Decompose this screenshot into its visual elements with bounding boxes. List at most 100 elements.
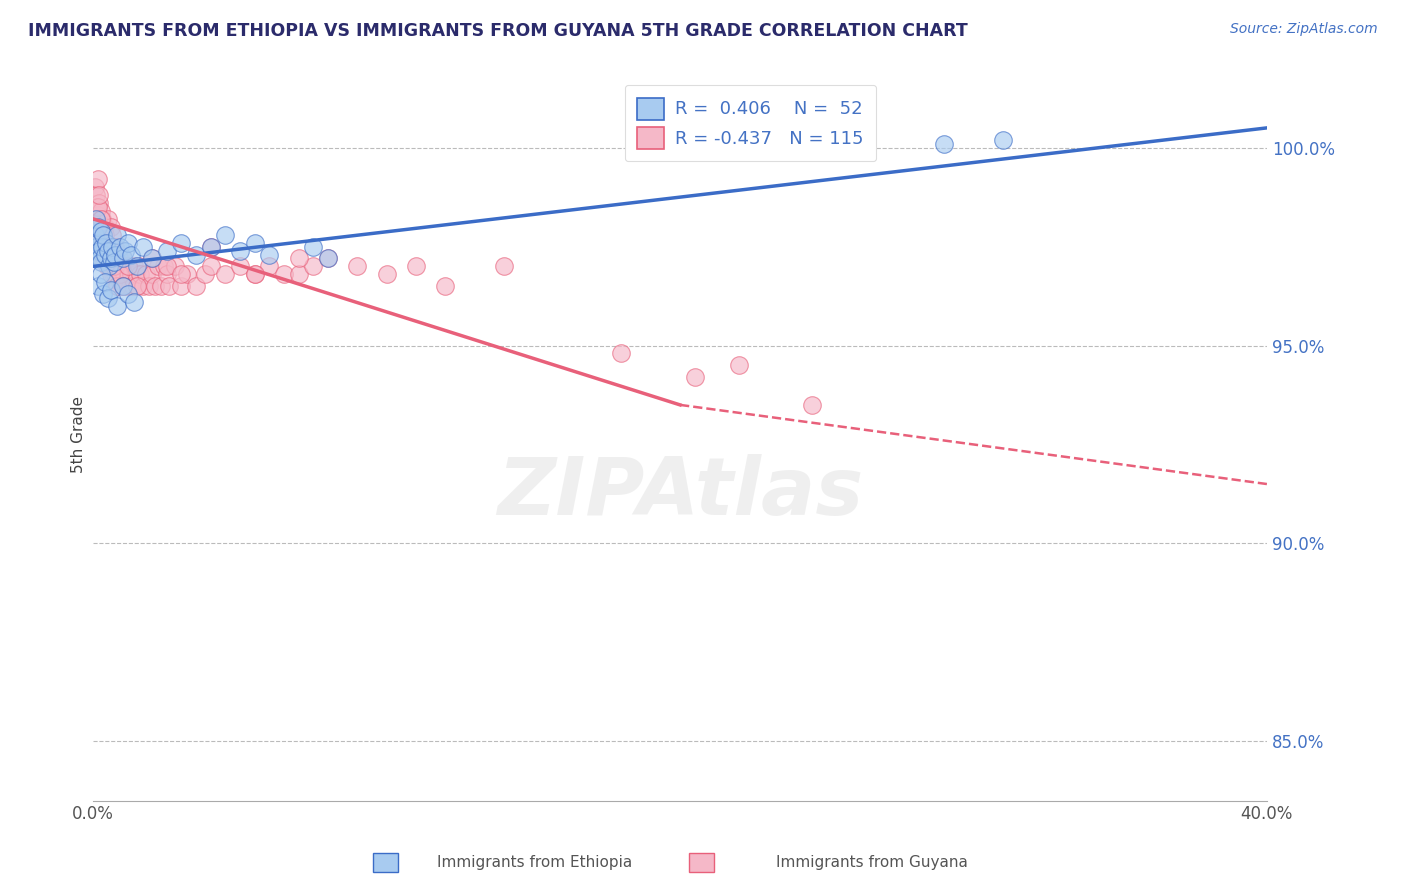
Point: [170, 235, 193, 250]
Point: [108, 239, 131, 253]
Point: [101, 227, 124, 242]
Point: [257, 247, 280, 261]
Point: [103, 260, 125, 274]
Point: [302, 239, 325, 253]
Point: [89, 268, 111, 282]
Point: [991, 133, 1014, 147]
Point: [86, 172, 108, 186]
Point: [89, 204, 111, 219]
Point: [97, 291, 120, 305]
Point: [108, 260, 131, 274]
Point: [122, 260, 145, 274]
Point: [184, 247, 207, 261]
Point: [84, 239, 107, 253]
Point: [143, 279, 166, 293]
Point: [87, 196, 110, 211]
Point: [117, 235, 139, 250]
Point: [100, 252, 122, 266]
Point: [98, 260, 121, 274]
Point: [89, 211, 111, 226]
Point: [152, 260, 174, 274]
Point: [200, 260, 222, 274]
Point: [98, 260, 121, 274]
Point: [93, 227, 115, 242]
Point: [112, 268, 135, 282]
Point: [149, 279, 172, 293]
Point: [108, 252, 131, 266]
Point: [273, 268, 295, 282]
Point: [108, 268, 131, 282]
Point: [176, 268, 198, 282]
Point: [105, 227, 128, 242]
Point: [114, 279, 136, 293]
Point: [122, 295, 145, 310]
Point: [146, 260, 169, 274]
Point: [105, 260, 128, 274]
Point: [84, 188, 107, 202]
Point: [683, 370, 706, 384]
Point: [111, 279, 134, 293]
Point: [94, 247, 117, 261]
Point: [91, 252, 114, 266]
Point: [100, 283, 122, 297]
Point: [141, 268, 163, 282]
Point: [118, 279, 141, 293]
Point: [127, 279, 149, 293]
Point: [83, 227, 105, 242]
Point: [101, 239, 124, 253]
Point: [105, 299, 128, 313]
Point: [405, 260, 427, 274]
Point: [107, 263, 129, 277]
Point: [128, 260, 150, 274]
Point: [302, 260, 325, 274]
Point: [86, 211, 108, 226]
Point: [110, 268, 132, 282]
Point: [155, 268, 177, 282]
Text: Source: ZipAtlas.com: Source: ZipAtlas.com: [1230, 22, 1378, 37]
Point: [346, 260, 368, 274]
Point: [159, 279, 181, 293]
Point: [117, 268, 139, 282]
Point: [287, 268, 309, 282]
Point: [103, 255, 125, 269]
Point: [104, 239, 127, 253]
Point: [111, 252, 134, 266]
Text: Immigrants from Ethiopia: Immigrants from Ethiopia: [437, 855, 631, 870]
Point: [214, 268, 236, 282]
Point: [132, 279, 155, 293]
Point: [108, 275, 131, 289]
Point: [316, 252, 339, 266]
Point: [86, 247, 108, 261]
Point: [101, 268, 124, 282]
Point: [98, 252, 121, 266]
Point: [98, 244, 121, 258]
Point: [121, 279, 143, 293]
Point: [101, 252, 124, 266]
Point: [243, 268, 266, 282]
Legend: R =  0.406    N =  52, R = -0.437   N = 115: R = 0.406 N = 52, R = -0.437 N = 115: [624, 85, 876, 161]
Point: [316, 252, 339, 266]
Point: [111, 252, 134, 266]
Point: [117, 287, 139, 301]
Point: [104, 247, 127, 261]
Point: [93, 227, 115, 242]
Point: [89, 224, 111, 238]
Point: [87, 219, 110, 234]
Point: [97, 244, 120, 258]
FancyBboxPatch shape: [689, 853, 714, 872]
Point: [97, 211, 120, 226]
Point: [492, 260, 515, 274]
Point: [257, 260, 280, 274]
Point: [200, 239, 222, 253]
Point: [91, 239, 114, 253]
Point: [89, 252, 111, 266]
Text: Immigrants from Guyana: Immigrants from Guyana: [776, 855, 967, 870]
Point: [87, 244, 110, 258]
Point: [375, 268, 398, 282]
Point: [165, 260, 187, 274]
Point: [94, 275, 117, 289]
Point: [114, 244, 136, 258]
Point: [229, 260, 252, 274]
Point: [141, 252, 163, 266]
Point: [100, 219, 122, 234]
